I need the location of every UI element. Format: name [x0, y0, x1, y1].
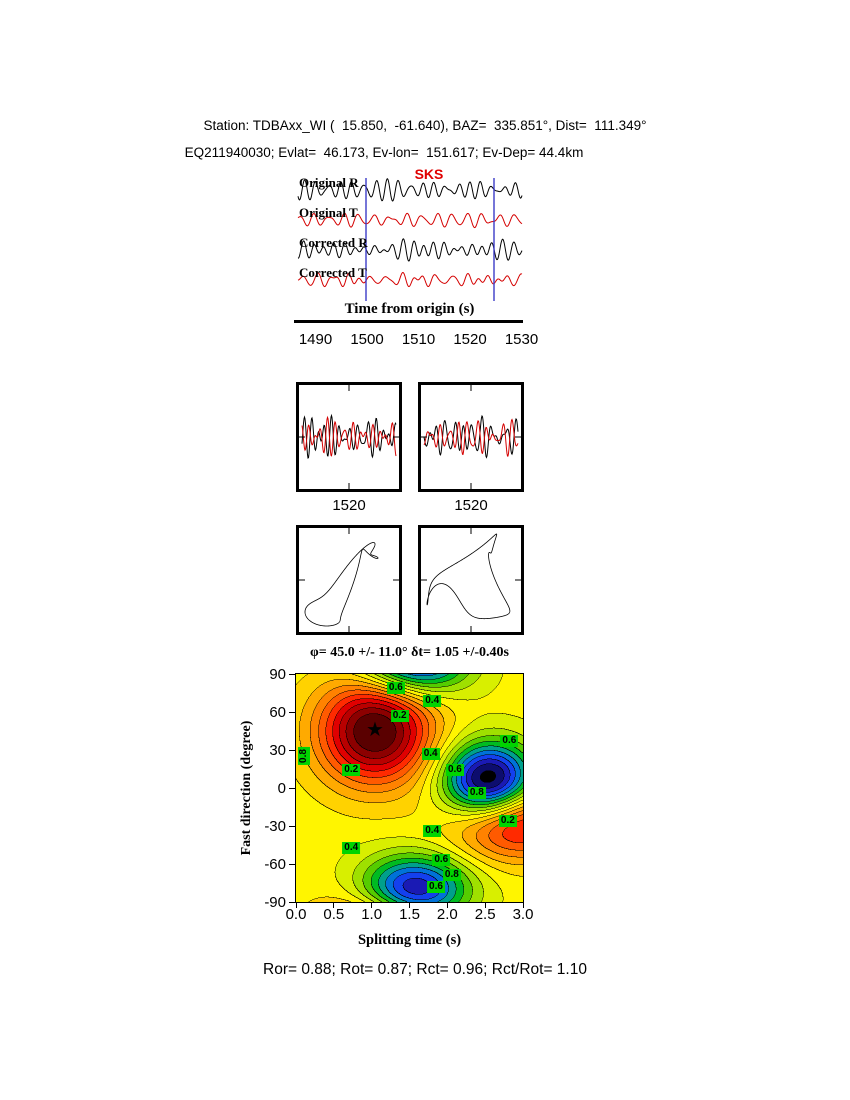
- contour-annotation: 0.8: [467, 787, 486, 800]
- window-panel-left-tick-label: 1520: [332, 497, 366, 514]
- contour-annotation: 0.4: [421, 747, 440, 760]
- contour-annotation: 0.8: [297, 747, 310, 766]
- contour-x-axis-title: Splitting time (s): [357, 932, 462, 948]
- contour-annotation: 0.4: [423, 825, 442, 838]
- best-fit-star-icon: ★: [366, 719, 384, 742]
- contour-x-tick-label: 1.0: [361, 906, 383, 923]
- contour-y-tick-mark: [289, 901, 295, 903]
- contour-annotation: 0.2: [390, 709, 409, 722]
- particle-motion-right: [418, 525, 524, 635]
- contour-annotation: 0.4: [342, 841, 361, 854]
- window-waveforms-right-canvas: [421, 385, 521, 489]
- contour-x-tick-mark: [522, 903, 524, 908]
- trace-label-original-r: Original R: [299, 175, 359, 190]
- event-info-line: EQ211940030; Evlat= 46.173, Ev-lon= 151.…: [184, 145, 584, 160]
- contour-annotation: 0.6: [500, 735, 519, 748]
- contour-x-tick-mark: [295, 903, 297, 908]
- correlation-stats-line: Ror= 0.88; Rot= 0.87; Rct= 0.96; Rct/Rot…: [263, 961, 587, 978]
- contour-annotation: 0.6: [445, 764, 464, 777]
- contour-annotation: 0.6: [427, 880, 445, 893]
- time-axis-tick-label: 1520: [453, 331, 487, 348]
- time-axis-tick-label: 1530: [504, 331, 539, 348]
- window-panel-right: [418, 382, 524, 492]
- time-axis-tick-label: 1500: [350, 331, 384, 348]
- particle-motion-right-canvas: [421, 528, 521, 632]
- contour-annotation: 0.8: [442, 869, 461, 882]
- time-axis-tick-label: 1510: [401, 331, 436, 348]
- window-panel-right-tick-label: 1520: [454, 497, 488, 514]
- contour-y-tick-label: 90: [269, 666, 286, 683]
- contour-y-tick-label: 0: [277, 780, 286, 797]
- window-waveforms-left-canvas: [299, 385, 399, 489]
- contour-annotation: 0.2: [498, 814, 517, 827]
- seismogram-traces-canvas: [296, 165, 524, 305]
- time-axis-title: Time from origin (s): [344, 301, 475, 317]
- contour-y-tick-label: -90: [264, 894, 286, 911]
- contour-x-tick-label: 2.0: [436, 906, 458, 923]
- misfit-contour-canvas: [295, 673, 524, 903]
- contour-x-tick-label: 0.5: [323, 906, 345, 923]
- window-panel-left: [296, 382, 402, 492]
- time-axis-tick-label: 1490: [298, 331, 333, 348]
- trace-label-corrected-t: Corrected T: [299, 265, 367, 280]
- contour-x-tick-label: 2.5: [474, 906, 496, 923]
- contour-y-tick-mark: [289, 863, 295, 865]
- particle-motion-left: [296, 525, 402, 635]
- contour-y-tick-label: 30: [269, 742, 286, 759]
- contour-x-tick-label: 0.0: [285, 906, 307, 923]
- contour-annotation: 0.4: [423, 694, 442, 707]
- contour-y-tick-mark: [289, 673, 295, 675]
- contour-y-tick-label: 60: [269, 704, 286, 721]
- trace-label-corrected-r: Corrected R: [299, 235, 368, 250]
- particle-motion-left-canvas: [299, 528, 399, 632]
- contour-x-tick-label: 3.0: [512, 906, 534, 923]
- contour-x-tick-mark: [484, 903, 486, 908]
- contour-y-tick-label: -60: [264, 856, 286, 873]
- contour-x-tick-mark: [409, 903, 410, 908]
- contour-x-tick-mark: [371, 903, 373, 908]
- contour-y-tick-mark: [289, 787, 295, 789]
- time-axis-line: [294, 320, 523, 323]
- contour-x-tick-mark: [333, 903, 335, 908]
- contour-x-tick-label: 1.5: [399, 906, 420, 923]
- contour-y-tick-label: -30: [264, 818, 286, 835]
- contour-annotation: 0.2: [342, 764, 361, 777]
- contour-y-tick-mark: [289, 825, 295, 827]
- contour-annotation: 0.6: [386, 681, 405, 694]
- contour-y-tick-mark: [289, 749, 295, 751]
- contour-y-tick-mark: [289, 711, 295, 713]
- contour-title: φ= 45.0 +/- 11.0° δt= 1.05 +/-0.40s: [310, 645, 509, 660]
- contour-annotation: 0.6: [432, 854, 451, 867]
- station-info-line: Station: TDBAxx_WI ( 15.850, -61.640), B…: [203, 118, 647, 133]
- contour-x-tick-mark: [446, 903, 448, 908]
- trace-label-original-t: Original T: [299, 205, 358, 220]
